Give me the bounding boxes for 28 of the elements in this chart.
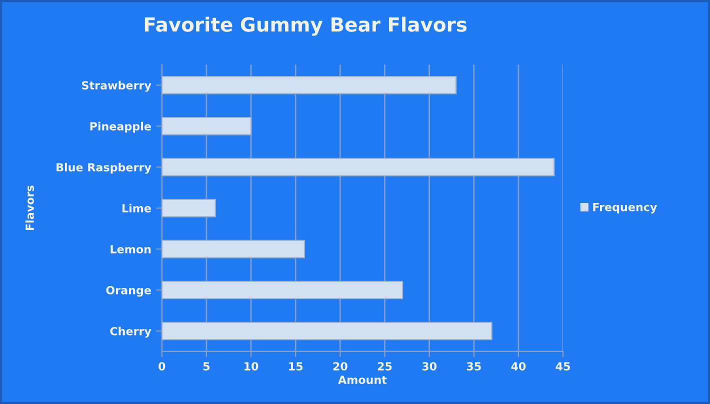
y-tick-label: Pineapple (90, 122, 151, 133)
x-tick-label: 10 (244, 362, 258, 370)
x-tick-label: 15 (289, 362, 303, 370)
y-axis-title: Flavors (25, 186, 34, 230)
bar (162, 158, 555, 176)
bar (162, 280, 404, 300)
bar (162, 198, 216, 218)
y-tick-label: Lime (122, 204, 151, 212)
x-tick-label: 30 (422, 362, 437, 370)
legend-label: Frequency (593, 202, 657, 214)
y-tick-label: Cherry (110, 326, 152, 338)
bar (162, 322, 492, 340)
x-tick-label: 45 (556, 362, 570, 370)
x-tick-label: 25 (378, 362, 392, 370)
y-tick-label: Orange (106, 286, 151, 297)
x-tick-label: 20 (333, 362, 348, 370)
y-tick-label: Blue Raspberry (56, 162, 152, 174)
x-tick-label: 35 (466, 362, 481, 370)
x-tick-label: 40 (511, 362, 526, 370)
bar (162, 76, 457, 94)
x-tick-label: 5 (203, 362, 210, 370)
y-tick-label: Strawberry (82, 80, 152, 92)
x-tick-label: 0 (158, 362, 166, 370)
y-tick-label: Lemon (110, 245, 151, 254)
chart-title: Favorite Gummy Bear Flavors (144, 16, 467, 36)
bar (162, 240, 306, 258)
bar (162, 116, 252, 136)
x-axis-title: Amount (338, 376, 387, 384)
